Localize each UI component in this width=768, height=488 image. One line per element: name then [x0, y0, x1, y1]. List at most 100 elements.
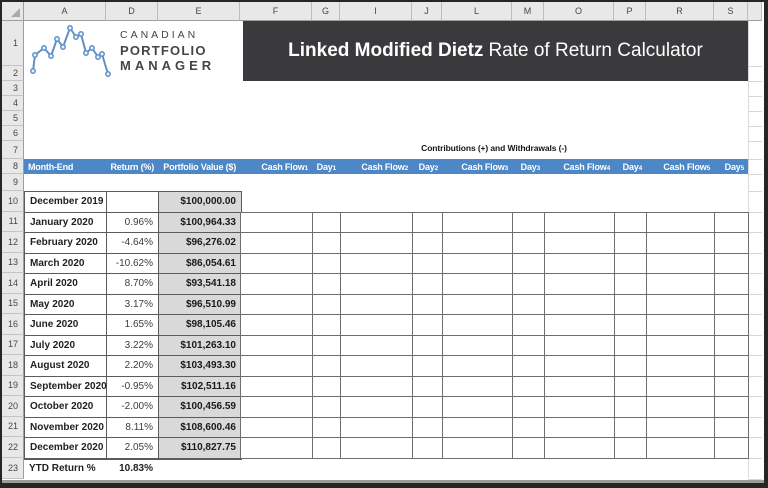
cashflow-input-cell[interactable] — [513, 274, 545, 294]
cashflow-input-cell[interactable] — [647, 294, 715, 314]
cashflow-input-cell[interactable] — [443, 315, 513, 335]
cashflow-input-cell[interactable] — [413, 294, 443, 314]
cashflow-input-cell[interactable] — [413, 212, 443, 232]
row-header-16[interactable]: 16 — [2, 314, 24, 335]
column-header-S[interactable]: S — [714, 2, 748, 21]
cell-month-end[interactable]: May 2020 — [25, 294, 107, 314]
cashflow-input-cell[interactable] — [513, 212, 545, 232]
cell-return[interactable]: -4.64% — [107, 233, 159, 253]
cashflow-input-cell[interactable] — [241, 417, 313, 437]
cell-portfolio-value[interactable]: $100,456.59 — [159, 397, 241, 417]
cell-portfolio-value[interactable]: $100,000.00 — [159, 192, 241, 212]
cell-return[interactable]: 0.96% — [107, 212, 159, 232]
cell-portfolio-value[interactable]: $96,276.02 — [159, 233, 241, 253]
row-header-5[interactable]: 5 — [2, 111, 24, 126]
cell-portfolio-value[interactable]: $108,600.46 — [159, 417, 241, 437]
row-header-22[interactable]: 22 — [2, 437, 24, 458]
cell-month-end[interactable]: September 2020 — [25, 376, 107, 396]
row-header-4[interactable]: 4 — [2, 96, 24, 111]
cell-return[interactable]: 1.65% — [107, 315, 159, 335]
row-header-20[interactable]: 20 — [2, 396, 24, 417]
cashflow-input-cell[interactable] — [413, 376, 443, 396]
cashflow-input-cell[interactable] — [615, 335, 647, 355]
cashflow-input-cell[interactable] — [545, 438, 615, 458]
table-header-day-2[interactable]: Day 2 — [418, 161, 439, 172]
cashflow-input-cell[interactable] — [647, 274, 715, 294]
row-header-19[interactable]: 19 — [2, 375, 24, 396]
row-header-6[interactable]: 6 — [2, 126, 24, 141]
cashflow-input-cell[interactable] — [615, 356, 647, 376]
cashflow-input-cell[interactable] — [443, 274, 513, 294]
cashflow-input-cell[interactable] — [513, 438, 545, 458]
table-header-cashflow-5[interactable]: Cash Flow 5 — [663, 161, 710, 172]
cashflow-input-cell[interactable] — [413, 417, 443, 437]
cashflow-input-cell[interactable] — [341, 274, 413, 294]
cashflow-input-cell[interactable] — [443, 397, 513, 417]
cashflow-input-cell[interactable] — [647, 233, 715, 253]
column-header-partial[interactable] — [748, 2, 762, 21]
cell-portfolio-value[interactable]: $103,493.30 — [159, 356, 241, 376]
cashflow-input-cell[interactable] — [341, 233, 413, 253]
cashflow-input-cell[interactable] — [545, 253, 615, 273]
cashflow-input-cell[interactable] — [545, 335, 615, 355]
cashflow-input-cell[interactable] — [647, 356, 715, 376]
cell-return[interactable]: 2.20% — [107, 356, 159, 376]
column-header-F[interactable]: F — [240, 2, 312, 21]
select-all-button[interactable] — [2, 2, 24, 21]
column-header-I[interactable]: I — [340, 2, 412, 21]
cashflow-input-cell[interactable] — [413, 438, 443, 458]
cell-return[interactable]: -0.95% — [107, 376, 159, 396]
row-header-17[interactable]: 17 — [2, 334, 24, 355]
cashflow-input-cell[interactable] — [443, 356, 513, 376]
cashflow-input-cell[interactable] — [647, 417, 715, 437]
cashflow-input-cell[interactable] — [545, 356, 615, 376]
cell-portfolio-value[interactable]: $101,263.10 — [159, 335, 241, 355]
cashflow-input-cell[interactable] — [615, 376, 647, 396]
row-header-15[interactable]: 15 — [2, 293, 24, 314]
cell-portfolio-value[interactable]: $96,510.99 — [159, 294, 241, 314]
table-header-day-4[interactable]: Day 4 — [622, 161, 643, 172]
cashflow-input-cell[interactable] — [241, 253, 313, 273]
cashflow-input-cell[interactable] — [513, 315, 545, 335]
column-header-A[interactable]: A — [24, 2, 106, 21]
cell-month-end[interactable]: January 2020 — [25, 212, 107, 232]
row-header-14[interactable]: 14 — [2, 273, 24, 294]
cashflow-input-cell[interactable] — [341, 397, 413, 417]
cashflow-input-cell[interactable] — [313, 376, 341, 396]
cashflow-input-cell[interactable] — [413, 233, 443, 253]
cell-return[interactable]: -2.00% — [107, 397, 159, 417]
cashflow-input-cell[interactable] — [513, 335, 545, 355]
column-header-D[interactable]: D — [106, 2, 158, 21]
cashflow-input-cell[interactable] — [413, 335, 443, 355]
cashflow-input-cell[interactable] — [615, 417, 647, 437]
cashflow-input-cell[interactable] — [715, 233, 749, 253]
cashflow-input-cell[interactable] — [545, 397, 615, 417]
cashflow-input-cell[interactable] — [341, 376, 413, 396]
cell-portfolio-value[interactable]: $100,964.33 — [159, 212, 241, 232]
column-header-M[interactable]: M — [512, 2, 544, 21]
cashflow-input-cell[interactable] — [615, 294, 647, 314]
cashflow-input-cell[interactable] — [513, 397, 545, 417]
cell-return[interactable]: 8.70% — [107, 274, 159, 294]
cashflow-input-cell[interactable] — [647, 253, 715, 273]
cashflow-input-cell[interactable] — [715, 294, 749, 314]
cashflow-input-cell[interactable] — [313, 212, 341, 232]
cashflow-input-cell[interactable] — [313, 356, 341, 376]
cashflow-input-cell[interactable] — [443, 233, 513, 253]
cashflow-input-cell[interactable] — [313, 438, 341, 458]
cashflow-input-cell[interactable] — [647, 315, 715, 335]
table-header-cashflow-3[interactable]: Cash Flow 3 — [461, 161, 508, 172]
cashflow-input-cell[interactable] — [545, 417, 615, 437]
cashflow-input-cell[interactable] — [341, 417, 413, 437]
cashflow-input-cell[interactable] — [443, 417, 513, 437]
cashflow-input-cell[interactable] — [341, 253, 413, 273]
table-header-cashflow-2[interactable]: Cash Flow 2 — [361, 161, 408, 172]
row-header-12[interactable]: 12 — [2, 232, 24, 253]
row-header-18[interactable]: 18 — [2, 355, 24, 376]
cashflow-input-cell[interactable] — [513, 294, 545, 314]
cashflow-input-cell[interactable] — [545, 274, 615, 294]
cashflow-input-cell[interactable] — [341, 212, 413, 232]
cashflow-input-cell[interactable] — [443, 253, 513, 273]
cashflow-input-cell[interactable] — [443, 335, 513, 355]
cashflow-input-cell[interactable] — [413, 253, 443, 273]
